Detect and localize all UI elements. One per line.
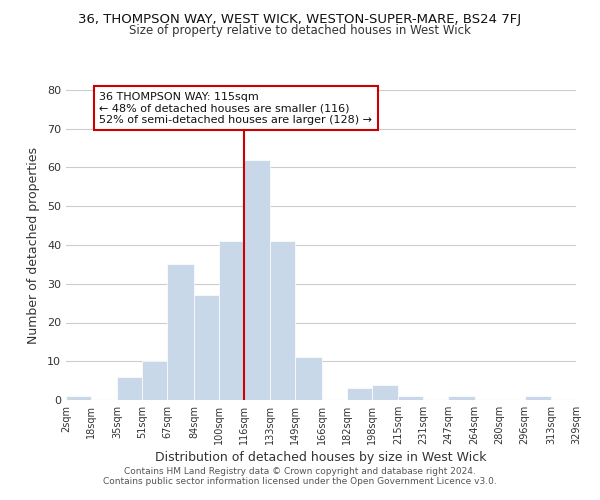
Text: Contains HM Land Registry data © Crown copyright and database right 2024.: Contains HM Land Registry data © Crown c… <box>124 467 476 476</box>
Bar <box>448 396 475 400</box>
Text: Contains public sector information licensed under the Open Government Licence v3: Contains public sector information licen… <box>103 477 497 486</box>
Bar <box>66 396 91 400</box>
Bar <box>142 361 167 400</box>
Bar <box>219 241 244 400</box>
Text: Size of property relative to detached houses in West Wick: Size of property relative to detached ho… <box>129 24 471 37</box>
Bar <box>371 384 398 400</box>
Bar <box>194 296 219 400</box>
Text: 36, THOMPSON WAY, WEST WICK, WESTON-SUPER-MARE, BS24 7FJ: 36, THOMPSON WAY, WEST WICK, WESTON-SUPE… <box>79 12 521 26</box>
Bar <box>271 241 295 400</box>
Text: 36 THOMPSON WAY: 115sqm
← 48% of detached houses are smaller (116)
52% of semi-d: 36 THOMPSON WAY: 115sqm ← 48% of detache… <box>99 92 372 124</box>
Bar <box>118 377 142 400</box>
Bar <box>398 396 423 400</box>
Bar <box>244 160 271 400</box>
Bar <box>524 396 551 400</box>
Bar <box>347 388 371 400</box>
Y-axis label: Number of detached properties: Number of detached properties <box>27 146 40 344</box>
X-axis label: Distribution of detached houses by size in West Wick: Distribution of detached houses by size … <box>155 451 487 464</box>
Bar <box>167 264 194 400</box>
Bar <box>295 358 322 400</box>
